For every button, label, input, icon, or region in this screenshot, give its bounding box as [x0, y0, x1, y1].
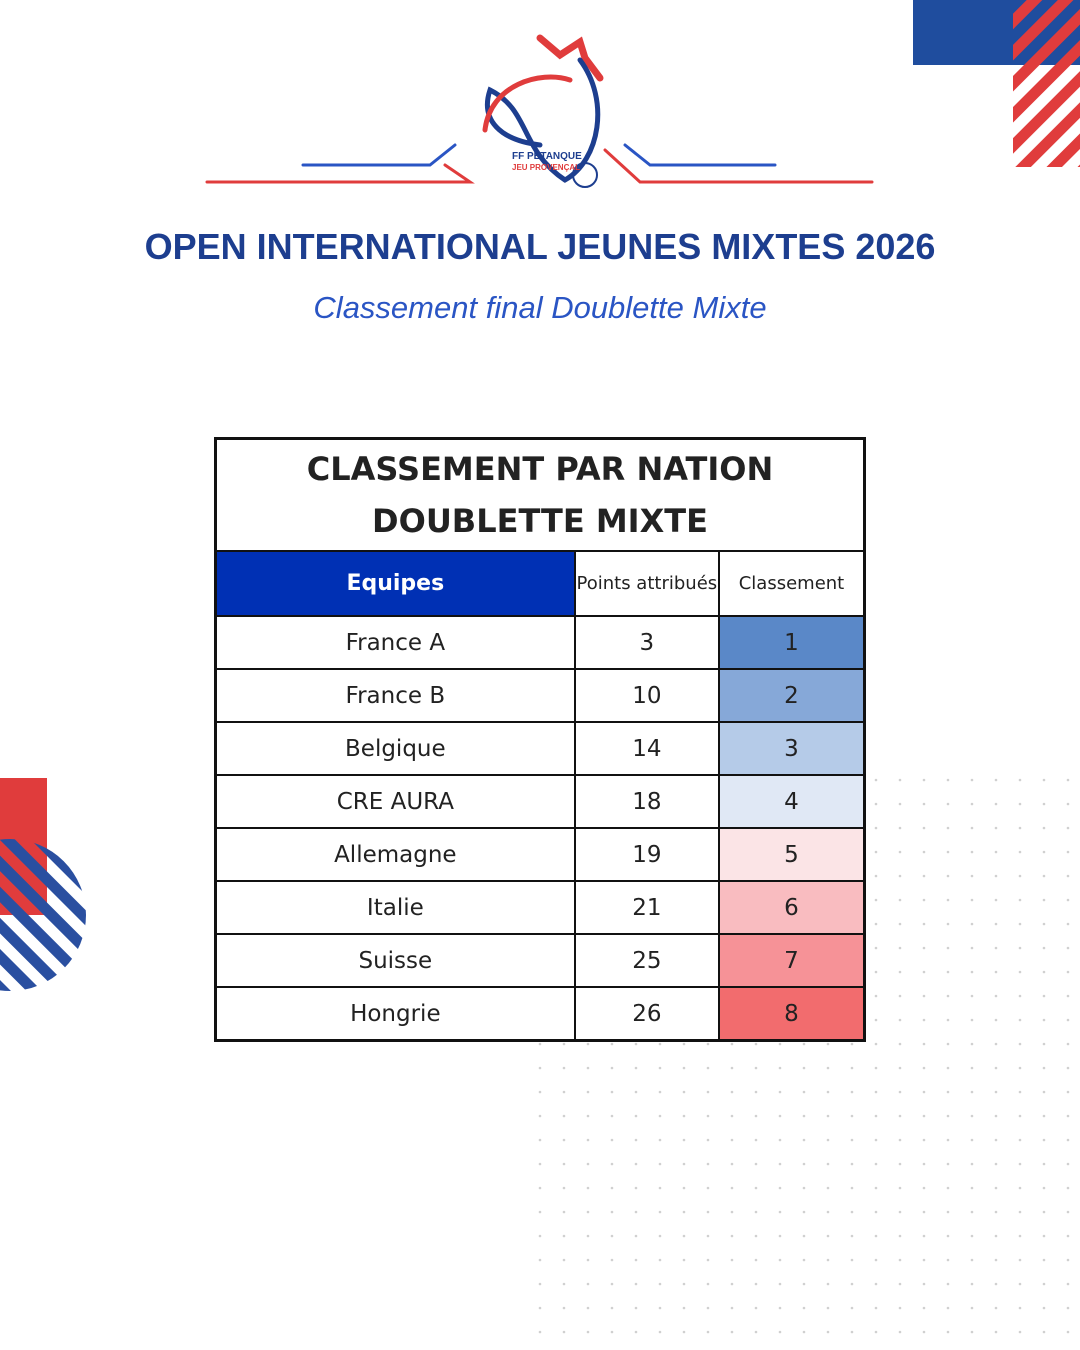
points-cell: 18	[573, 774, 721, 829]
points-cell: 26	[573, 986, 721, 1042]
deco-blue-stripes	[0, 839, 86, 991]
team-cell: Allemagne	[214, 827, 576, 882]
team-cell: France A	[214, 615, 576, 670]
table-body: France A 3 1 France B 10 2 Belgique 14 3 CRE AURA…	[214, 615, 866, 1042]
points-cell: 25	[573, 933, 721, 988]
table-row: Suisse 25 7	[214, 933, 866, 988]
table-title: CLASSEMENT PAR NATION DOUBLETTE MIXTE	[214, 437, 866, 552]
table-row: CRE AURA 18 4	[214, 774, 866, 829]
team-cell: Belgique	[214, 721, 576, 776]
rank-cell: 8	[718, 986, 866, 1042]
table-row: Belgique 14 3	[214, 721, 866, 776]
team-cell: CRE AURA	[214, 774, 576, 829]
rank-cell: 3	[718, 721, 866, 776]
rank-cell: 5	[718, 827, 866, 882]
logo-text: FF PETANQUE	[512, 151, 582, 162]
points-cell: 10	[573, 668, 721, 723]
table-title-line: CLASSEMENT PAR NATION	[306, 450, 774, 488]
table-row: France B 10 2	[214, 668, 866, 723]
table-row: Italie 21 6	[214, 880, 866, 935]
team-cell: France B	[214, 668, 576, 723]
table-row: Hongrie 26 8	[214, 986, 866, 1042]
team-cell: Hongrie	[214, 986, 576, 1042]
page-title: OPEN INTERNATIONAL JEUNES MIXTES 2026	[144, 226, 936, 267]
logo	[205, 34, 874, 188]
points-cell: 14	[573, 721, 721, 776]
page-subtitle: Classement final Doublette Mixte	[313, 290, 767, 325]
column-header: Classement	[718, 550, 866, 617]
points-cell: 21	[573, 880, 721, 935]
deco-red-stripes	[1013, 0, 1080, 167]
points-cell: 3	[573, 615, 721, 670]
rank-cell: 1	[718, 615, 866, 670]
table-row: Allemagne 19 5	[214, 827, 866, 882]
table-title-line: DOUBLETTE MIXTE	[372, 502, 708, 540]
team-cell: Suisse	[214, 933, 576, 988]
rank-cell: 4	[718, 774, 866, 829]
rank-cell: 7	[718, 933, 866, 988]
rank-cell: 6	[718, 880, 866, 935]
column-header: Points attribués	[573, 550, 721, 617]
logo-text: JEU PROVENÇAL	[512, 163, 580, 172]
column-header: Equipes	[214, 550, 576, 617]
ranking-table: CLASSEMENT PAR NATION DOUBLETTE MIXTE Equ…	[214, 437, 866, 1042]
rank-cell: 2	[718, 668, 866, 723]
team-cell: Italie	[214, 880, 576, 935]
points-cell: 19	[573, 827, 721, 882]
